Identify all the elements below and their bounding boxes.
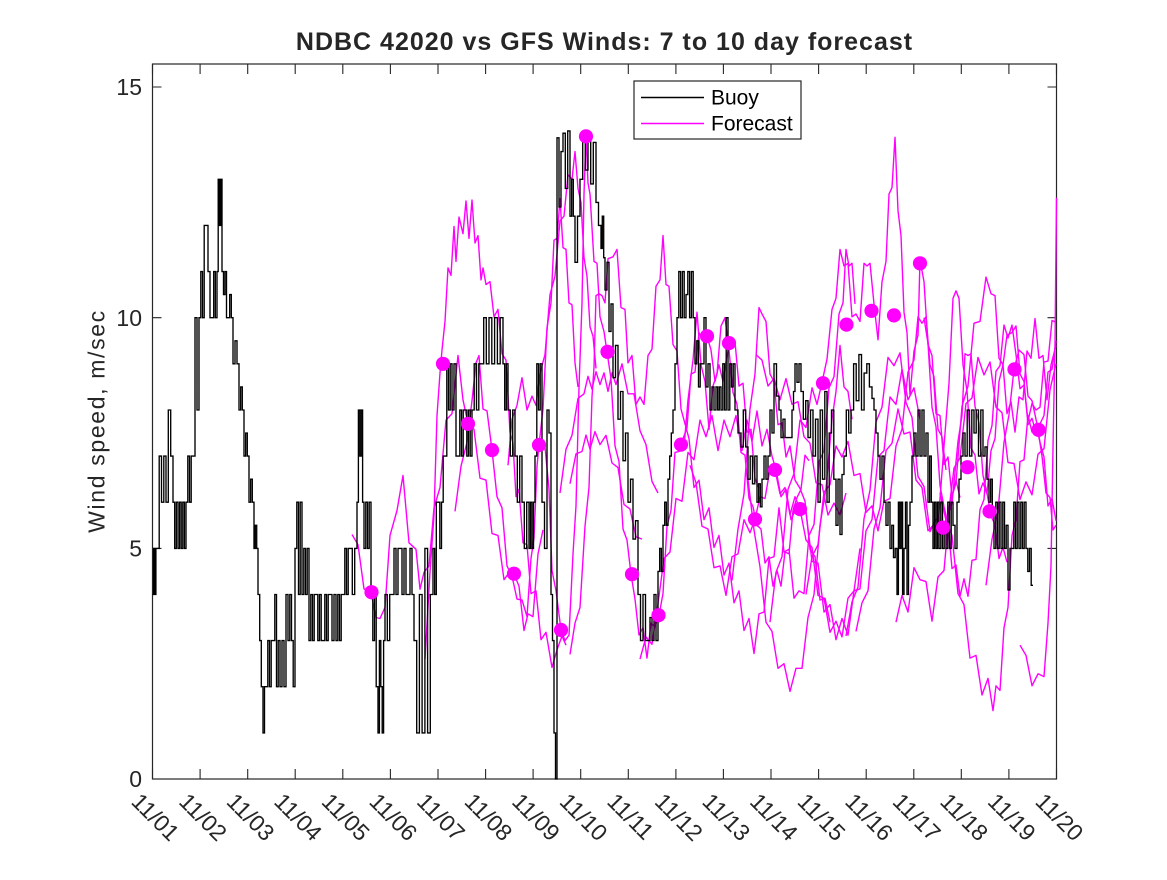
svg-text:Wind speed, m/sec: Wind speed, m/sec	[84, 309, 110, 533]
svg-text:10: 10	[116, 305, 142, 331]
svg-text:Forecast: Forecast	[711, 113, 793, 136]
svg-text:15: 15	[116, 74, 142, 100]
svg-text:NDBC 42020 vs GFS Winds: 7 to: NDBC 42020 vs GFS Winds: 7 to 10 day for…	[296, 28, 913, 56]
svg-text:5: 5	[129, 536, 142, 562]
svg-text:Buoy: Buoy	[711, 87, 759, 110]
svg-text:0: 0	[129, 766, 142, 792]
